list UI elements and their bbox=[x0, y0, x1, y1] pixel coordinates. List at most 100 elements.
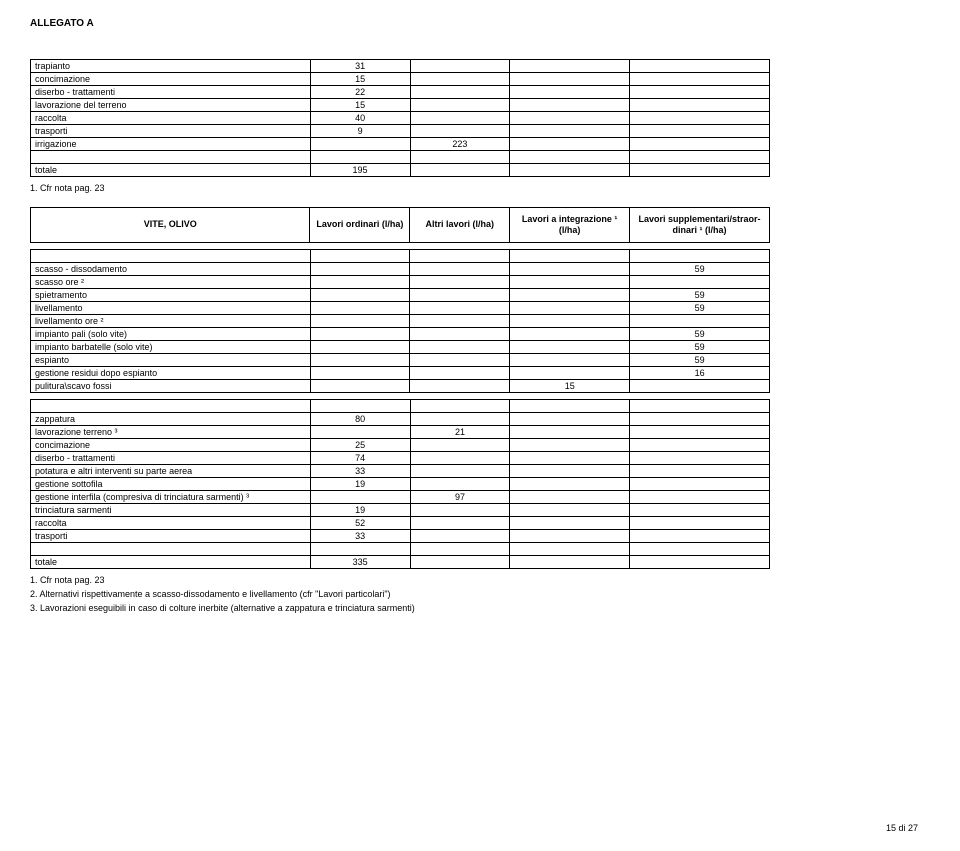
table-cell bbox=[510, 99, 630, 112]
table-1: trapianto31concimazione15diserbo - tratt… bbox=[30, 59, 770, 177]
table-cell bbox=[410, 353, 510, 366]
table-cell: 31 bbox=[310, 60, 410, 73]
table-cell: livellamento bbox=[31, 301, 311, 314]
table-cell bbox=[310, 275, 410, 288]
table-cell bbox=[31, 542, 311, 555]
table-cell bbox=[630, 555, 770, 568]
table-cell bbox=[310, 151, 410, 164]
table-cell bbox=[510, 275, 630, 288]
table-cell: 33 bbox=[310, 464, 410, 477]
table-cell bbox=[410, 249, 510, 262]
table-cell bbox=[410, 451, 510, 464]
table-cell: 59 bbox=[630, 301, 770, 314]
table-cell bbox=[630, 86, 770, 99]
table-row: scasso ore ² bbox=[31, 275, 770, 288]
table-cell: diserbo - trattamenti bbox=[31, 86, 311, 99]
table-cell bbox=[410, 262, 510, 275]
table-row: totale335 bbox=[31, 555, 770, 568]
table-cell: 59 bbox=[630, 262, 770, 275]
table-cell: gestione residui dopo espianto bbox=[31, 366, 311, 379]
table2-c1: Lavori ordinari (l/ha) bbox=[310, 208, 410, 243]
table-cell bbox=[630, 164, 770, 177]
table-cell bbox=[630, 490, 770, 503]
table-cell bbox=[410, 301, 510, 314]
table-cell bbox=[410, 288, 510, 301]
table-cell bbox=[310, 366, 410, 379]
table-cell bbox=[410, 529, 510, 542]
table-cell bbox=[410, 151, 510, 164]
table-cell: impianto barbatelle (solo vite) bbox=[31, 340, 311, 353]
table-cell bbox=[510, 249, 630, 262]
table-cell bbox=[310, 262, 410, 275]
table-cell bbox=[410, 314, 510, 327]
table-cell bbox=[310, 425, 410, 438]
table-cell bbox=[410, 99, 510, 112]
table-cell: 16 bbox=[630, 366, 770, 379]
table-cell bbox=[410, 275, 510, 288]
table-cell: 25 bbox=[310, 438, 410, 451]
table-cell bbox=[510, 555, 630, 568]
table-cell: livellamento ore ² bbox=[31, 314, 311, 327]
table-row: impianto pali (solo vite)59 bbox=[31, 327, 770, 340]
table-row: lavorazione del terreno15 bbox=[31, 99, 770, 112]
note-1: 1. Cfr nota pag. 23 bbox=[30, 183, 930, 193]
table-cell bbox=[630, 151, 770, 164]
table-cell bbox=[630, 529, 770, 542]
table-cell bbox=[31, 151, 311, 164]
table-cell bbox=[310, 138, 410, 151]
table-cell bbox=[410, 464, 510, 477]
table-cell: trasporti bbox=[31, 529, 311, 542]
table-row: livellamento 59 bbox=[31, 301, 770, 314]
table-cell: 15 bbox=[510, 379, 630, 392]
table-cell: 97 bbox=[410, 490, 510, 503]
table-cell bbox=[510, 529, 630, 542]
table-cell bbox=[510, 288, 630, 301]
table-cell: 335 bbox=[310, 555, 410, 568]
table-cell bbox=[630, 112, 770, 125]
table-cell bbox=[310, 327, 410, 340]
table-cell bbox=[410, 399, 510, 412]
table-cell: scasso - dissodamento bbox=[31, 262, 311, 275]
table-row: trasporti33 bbox=[31, 529, 770, 542]
table-cell bbox=[630, 503, 770, 516]
table-2a: scasso - dissodamento59scasso ore ²spiet… bbox=[30, 249, 770, 393]
table-cell bbox=[630, 379, 770, 392]
table-cell bbox=[410, 60, 510, 73]
table-cell bbox=[410, 327, 510, 340]
table-cell bbox=[510, 412, 630, 425]
page-footer: 15 di 27 bbox=[30, 823, 930, 833]
footnote-2: 2. Alternativi rispettivamente a scasso-… bbox=[30, 589, 930, 599]
table-cell: diserbo - trattamenti bbox=[31, 451, 311, 464]
table-cell bbox=[510, 125, 630, 138]
table-cell bbox=[510, 262, 630, 275]
page-header: ALLEGATO A bbox=[30, 18, 930, 29]
table-cell: 33 bbox=[310, 529, 410, 542]
table-row: spietramento59 bbox=[31, 288, 770, 301]
table-cell bbox=[410, 125, 510, 138]
table-cell bbox=[510, 73, 630, 86]
table-cell bbox=[410, 542, 510, 555]
table-cell bbox=[630, 451, 770, 464]
table-row: gestione sottofila19 bbox=[31, 477, 770, 490]
table-cell bbox=[410, 164, 510, 177]
table-cell bbox=[510, 301, 630, 314]
table-cell bbox=[510, 399, 630, 412]
table2-c4: Lavori supplementari/straor-dinari ¹ (l/… bbox=[630, 208, 770, 243]
table-cell: impianto pali (solo vite) bbox=[31, 327, 311, 340]
table-cell bbox=[630, 412, 770, 425]
table-cell bbox=[310, 490, 410, 503]
table-cell: lavorazione terreno ³ bbox=[31, 425, 311, 438]
table-cell: 15 bbox=[310, 99, 410, 112]
table-cell: totale bbox=[31, 555, 311, 568]
table-row: totale195 bbox=[31, 164, 770, 177]
table-cell: concimazione bbox=[31, 438, 311, 451]
table-cell: 21 bbox=[410, 425, 510, 438]
table-cell bbox=[410, 412, 510, 425]
table-cell bbox=[510, 340, 630, 353]
table-cell bbox=[630, 516, 770, 529]
table-row: diserbo - trattamenti22 bbox=[31, 86, 770, 99]
table-cell bbox=[410, 73, 510, 86]
table-cell: trinciatura sarmenti bbox=[31, 503, 311, 516]
table2-c2: Altri lavori (l/ha) bbox=[410, 208, 510, 243]
table-cell bbox=[630, 99, 770, 112]
